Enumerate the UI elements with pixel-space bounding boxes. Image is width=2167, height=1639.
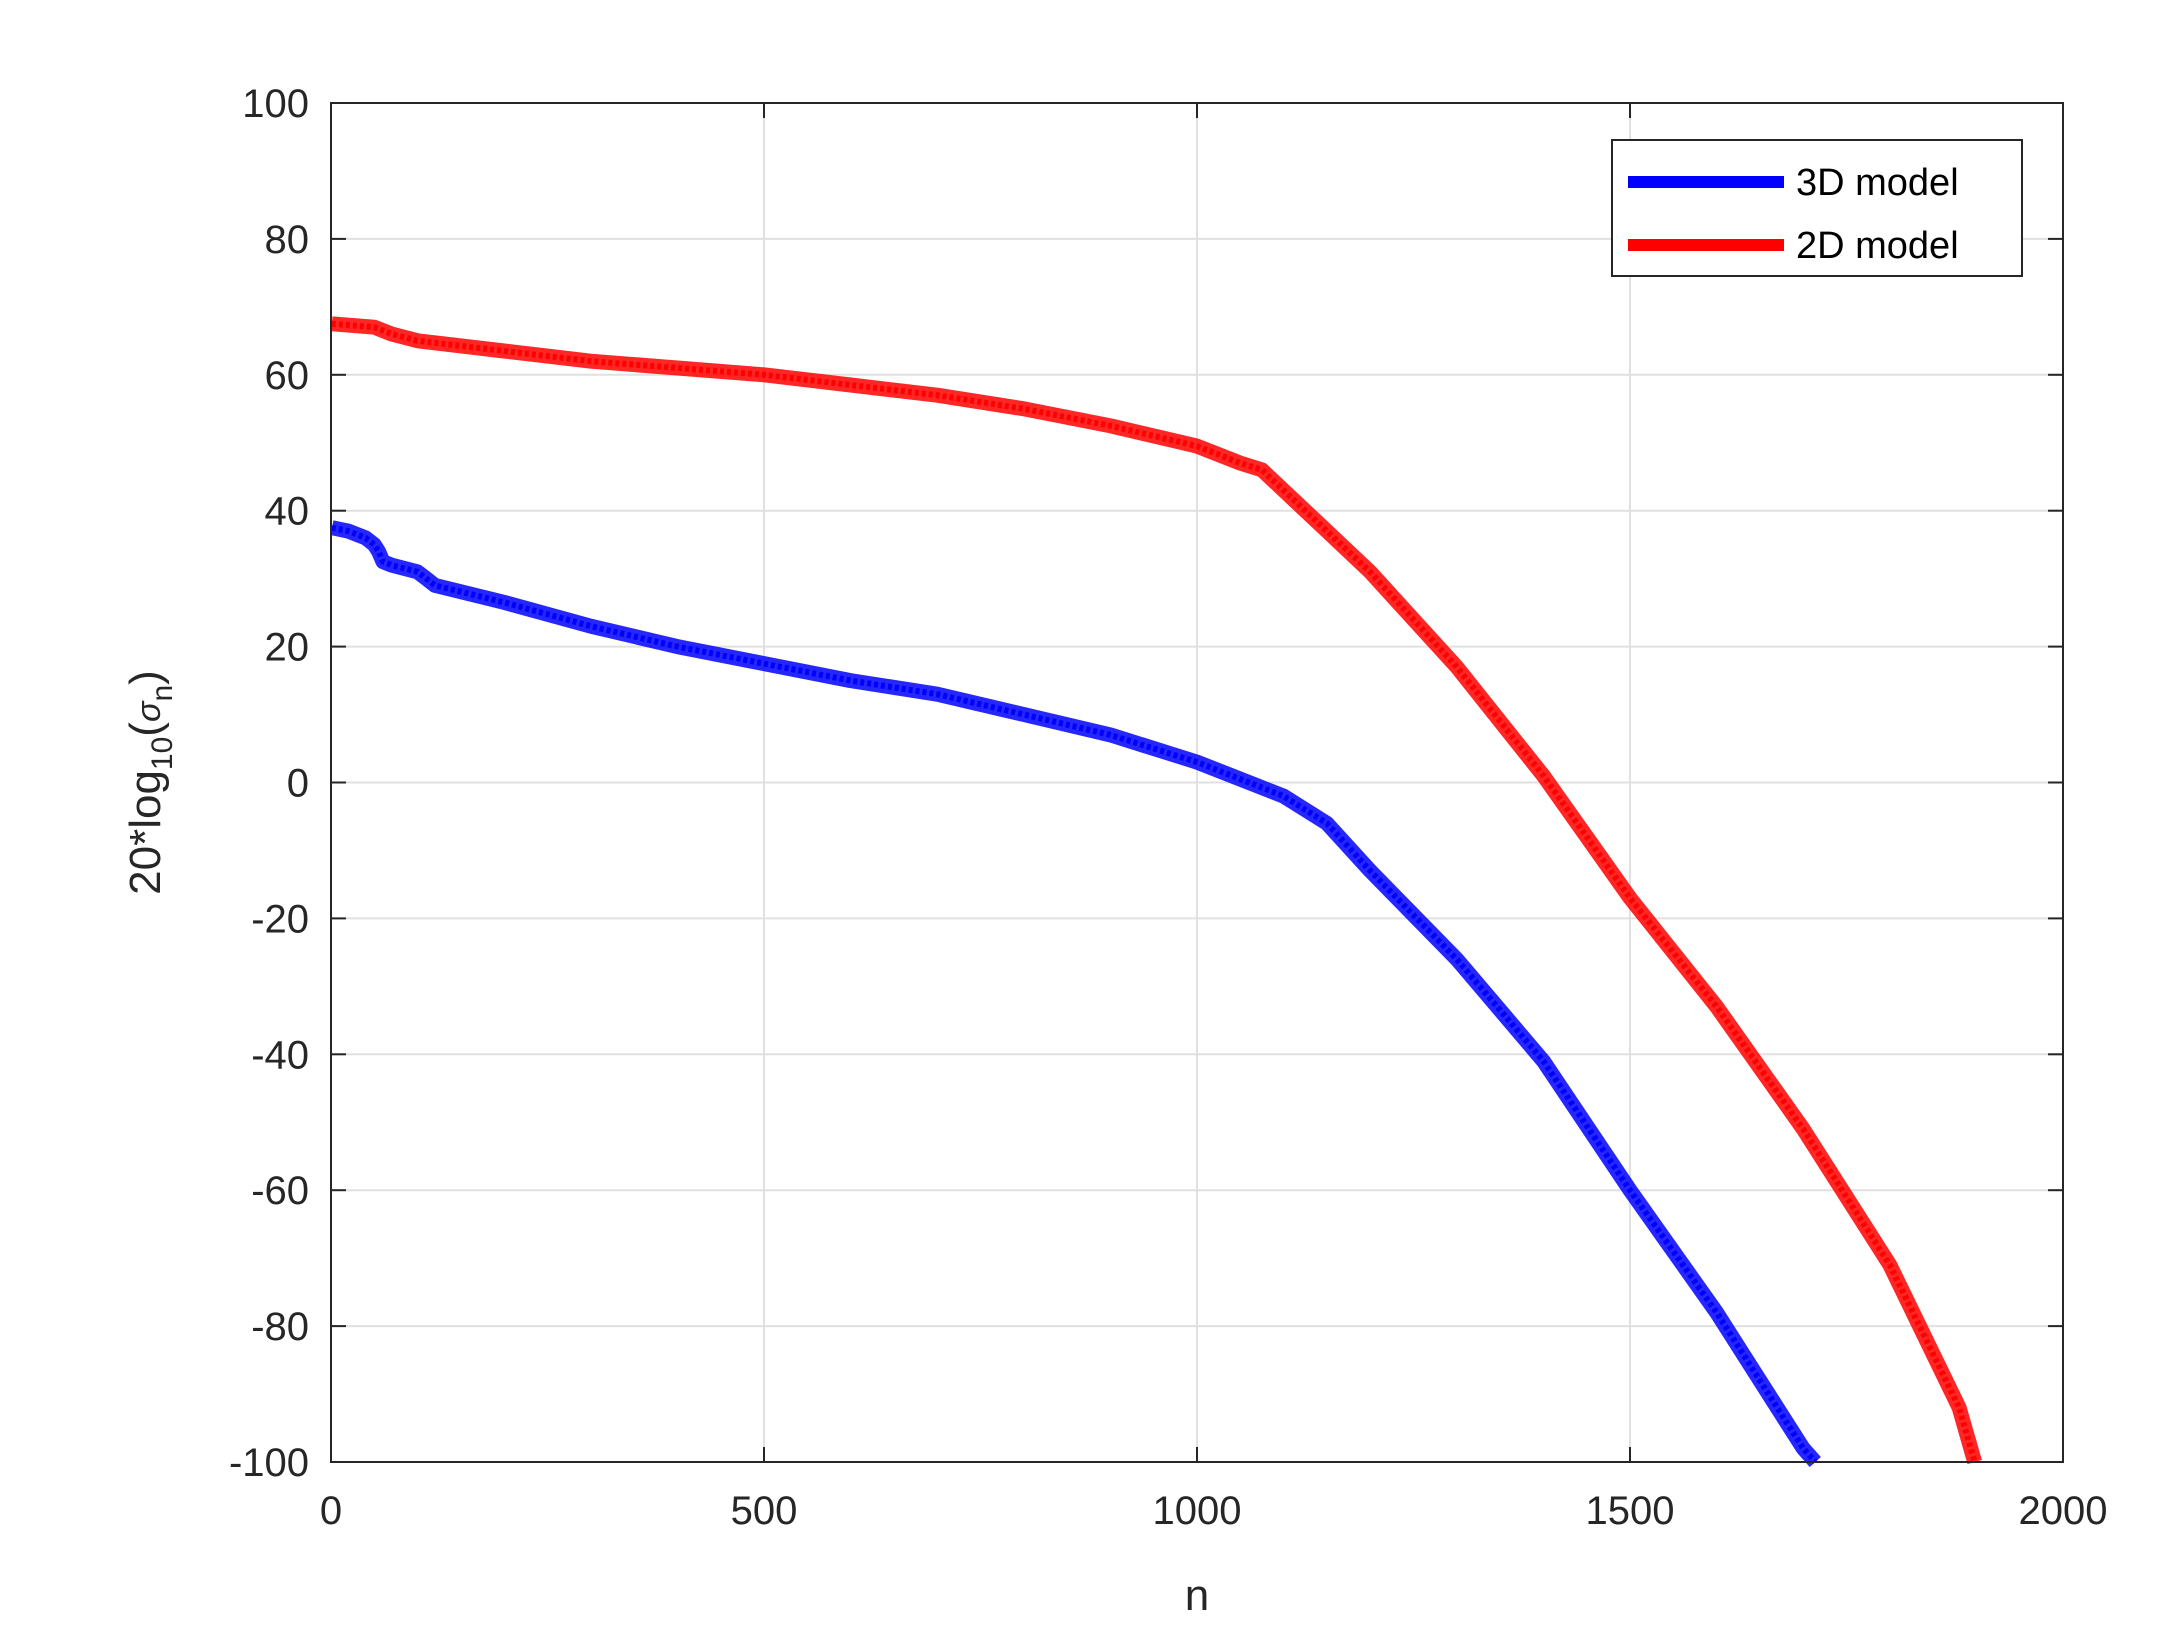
x-tick-label: 0 bbox=[320, 1489, 342, 1533]
legend-box bbox=[1611, 139, 2023, 277]
series-layer bbox=[330, 316, 1982, 1467]
y-tick-label: 40 bbox=[265, 490, 310, 534]
y-tick-label: 100 bbox=[242, 82, 309, 126]
x-tick-label: 1000 bbox=[1153, 1489, 1242, 1533]
y-axis-label-log-base: 10 bbox=[146, 737, 179, 770]
y-axis-label-open-paren: ( bbox=[121, 722, 170, 737]
y-tick-label: -20 bbox=[251, 897, 309, 941]
y-axis-label-prefix: 20*log bbox=[121, 770, 170, 895]
y-tick-label: -40 bbox=[251, 1033, 309, 1077]
series-texture-2d-model bbox=[331, 320, 1978, 1463]
legend: 3D model 2D model bbox=[1611, 139, 2023, 277]
y-tick-label: -60 bbox=[251, 1169, 309, 1213]
x-tick-label: 1500 bbox=[1586, 1489, 1675, 1533]
x-tick-label: 2000 bbox=[2019, 1489, 2108, 1533]
x-tick-label: 500 bbox=[731, 1489, 798, 1533]
y-tick-label: -100 bbox=[229, 1441, 309, 1485]
y-tick-labels: -100 -80 -60 -40 -20 0 20 40 60 80 100 bbox=[229, 82, 309, 1485]
series-texture-3d-model bbox=[331, 524, 1818, 1464]
y-axis-label-sigma-subscript: n bbox=[146, 685, 179, 702]
y-tick-label: 20 bbox=[265, 626, 310, 670]
y-tick-label: 80 bbox=[265, 218, 310, 262]
x-tick-labels: 0 500 1000 1500 2000 bbox=[320, 1489, 2108, 1533]
y-axis-label: 20*log10(σn) bbox=[121, 670, 179, 895]
x-axis-label: n bbox=[1185, 1571, 1209, 1620]
legend-label-2d-model: 2D model bbox=[1796, 225, 1959, 267]
y-tick-label: 60 bbox=[265, 354, 310, 398]
y-tick-label: 0 bbox=[287, 762, 309, 806]
y-axis-label-sigma: σ bbox=[130, 700, 168, 722]
legend-label-3d-model: 3D model bbox=[1796, 162, 1959, 204]
tick-marks bbox=[330, 102, 2064, 1463]
y-axis-label-close-paren: ) bbox=[121, 670, 170, 685]
y-tick-label: -80 bbox=[251, 1305, 309, 1349]
